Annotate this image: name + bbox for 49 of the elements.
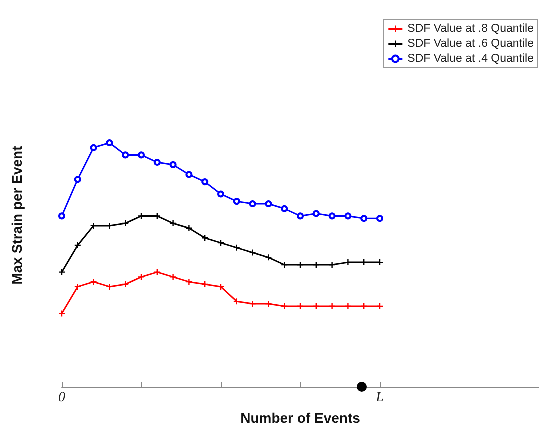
point xyxy=(106,222,113,229)
x-axis-title: Number of Events xyxy=(240,410,361,426)
point xyxy=(106,140,114,146)
point xyxy=(218,190,224,198)
point xyxy=(58,212,66,220)
point xyxy=(345,303,352,310)
point xyxy=(154,269,160,276)
point xyxy=(90,279,97,286)
point xyxy=(345,260,352,266)
legend-label: SDF Value at .6 Quantile xyxy=(408,38,534,50)
point xyxy=(329,303,336,310)
point xyxy=(186,225,192,232)
x-tick-label: 0 xyxy=(58,390,66,406)
point xyxy=(266,301,272,308)
point xyxy=(360,215,368,222)
point xyxy=(74,176,82,184)
point xyxy=(249,200,256,208)
point xyxy=(59,269,65,276)
point xyxy=(154,159,161,166)
legend-label: SDF Value at .8 Quantile xyxy=(408,23,534,35)
y-axis-title: Max Strain per Event xyxy=(9,146,25,285)
x-tick-label: L xyxy=(375,390,384,406)
point xyxy=(170,220,176,227)
point xyxy=(202,178,209,186)
point xyxy=(170,161,177,168)
point xyxy=(186,279,192,286)
point xyxy=(202,235,208,242)
point xyxy=(138,274,144,280)
point xyxy=(170,274,176,280)
point xyxy=(328,212,336,220)
point xyxy=(106,284,113,290)
point xyxy=(122,152,130,159)
point xyxy=(186,171,193,178)
point xyxy=(265,200,272,208)
point xyxy=(344,212,352,220)
point xyxy=(297,212,304,220)
point xyxy=(250,250,256,256)
point xyxy=(138,152,145,159)
point xyxy=(266,254,272,261)
point xyxy=(59,310,65,317)
point xyxy=(329,262,336,268)
point xyxy=(250,301,256,308)
point xyxy=(312,210,320,218)
legend-label: SDF Value at .4 Quantile xyxy=(408,53,534,65)
point xyxy=(90,144,98,152)
point xyxy=(376,215,384,222)
point xyxy=(281,205,288,212)
point xyxy=(233,198,240,206)
point xyxy=(90,222,97,229)
